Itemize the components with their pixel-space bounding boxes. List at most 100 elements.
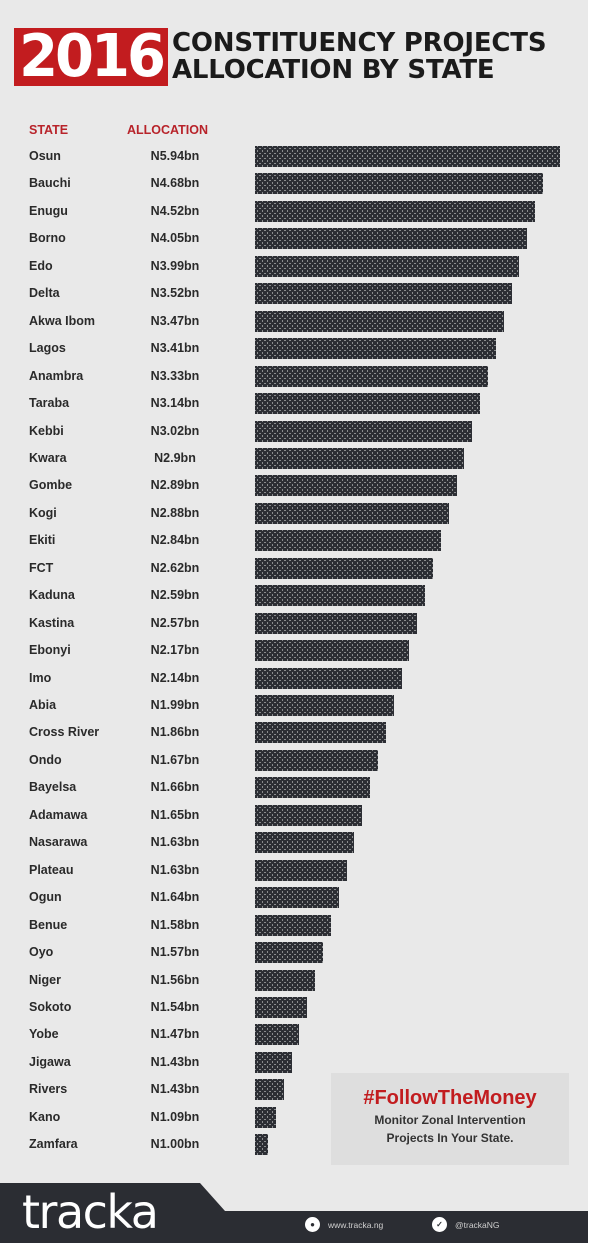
table-row: Adamawa N1.65bn — [0, 803, 588, 830]
allocation-value: N2.17bn — [150, 643, 200, 658]
table-row: Yobe N1.47bn — [0, 1022, 588, 1049]
allocation-bar — [255, 338, 496, 360]
allocation-value: N4.68bn — [150, 176, 200, 191]
state-name: Gombe — [29, 478, 73, 493]
footer-bar — [0, 1211, 588, 1243]
table-row: Gombe N2.89bn — [0, 473, 588, 500]
table-row: Sokoto N1.54bn — [0, 995, 588, 1022]
allocation-value: N1.86bn — [150, 725, 200, 740]
state-name: Bayelsa — [29, 780, 77, 795]
allocation-value: N1.47bn — [150, 1027, 200, 1042]
state-name: FCT — [29, 560, 54, 575]
table-row: Niger N1.56bn — [0, 968, 588, 995]
allocation-bar — [255, 640, 409, 662]
allocation-value: N1.09bn — [150, 1109, 200, 1124]
allocation-bar — [255, 283, 512, 305]
promo-box: #FollowTheMoney Monitor Zonal Interventi… — [331, 1073, 569, 1165]
state-name: Kaduna — [29, 588, 75, 603]
allocation-bar — [255, 310, 504, 332]
table-row: Delta N3.52bn — [0, 281, 588, 308]
allocation-bar — [255, 887, 339, 909]
allocation-bar — [255, 969, 315, 991]
table-row: Oyo N1.57bn — [0, 940, 588, 967]
state-name: Ebonyi — [29, 643, 71, 658]
allocation-value: N2.57bn — [150, 615, 200, 630]
allocation-bar — [255, 585, 425, 607]
allocation-value: N2.62bn — [150, 560, 200, 575]
allocation-value: N3.02bn — [150, 423, 200, 438]
allocation-value: N4.52bn — [150, 203, 200, 218]
table-row: Lagos N3.41bn — [0, 336, 588, 363]
allocation-bar — [255, 1079, 284, 1101]
table-row: Enugu N4.52bn — [0, 199, 588, 226]
state-name: Niger — [29, 972, 61, 987]
state-name: Adamawa — [29, 807, 88, 822]
state-name: Ekiti — [29, 533, 56, 548]
allocation-value: N1.43bn — [150, 1082, 200, 1097]
year-text: 2016 — [19, 22, 166, 91]
allocation-bar — [255, 996, 307, 1018]
allocation-bar — [255, 447, 464, 469]
table-row: Ogun N1.64bn — [0, 885, 588, 912]
website-link[interactable]: ● www.tracka.ng — [305, 1217, 383, 1232]
table-row: Kano N1.09bn — [0, 1105, 588, 1132]
state-name: Kogi — [29, 505, 57, 520]
allocation-bar — [255, 612, 417, 634]
allocation-bar — [255, 832, 354, 854]
table-row: Ekiti N2.84bn — [0, 528, 588, 555]
table-row: Kastina N2.57bn — [0, 611, 588, 638]
allocation-value: N3.41bn — [150, 341, 200, 356]
twitter-text: @trackaNG — [455, 1219, 500, 1230]
state-name: Delta — [29, 286, 60, 301]
allocation-bar — [255, 914, 331, 936]
allocation-value: N2.9bn — [154, 450, 196, 465]
table-row: Jigawa N1.43bn — [0, 1050, 588, 1077]
promo-hashtag: #FollowTheMoney — [363, 1087, 537, 1109]
state-name: Plateau — [29, 862, 74, 877]
state-name: Lagos — [29, 341, 66, 356]
state-name: Zamfara — [29, 1137, 78, 1152]
table-row: Imo N2.14bn — [0, 666, 588, 693]
state-name: Kano — [29, 1109, 61, 1124]
allocation-value: N1.58bn — [150, 917, 200, 932]
state-name: Ogun — [29, 890, 62, 905]
allocation-bar — [255, 557, 433, 579]
allocation-bar — [255, 804, 362, 826]
allocation-value: N1.99bn — [150, 698, 200, 712]
allocation-value: N1.66bn — [150, 780, 200, 795]
allocation-value: N2.88bn — [150, 505, 200, 520]
promo-line-1: Monitor Zonal Intervention — [374, 1113, 526, 1127]
allocation-value: N4.05bn — [150, 231, 200, 246]
allocation-value: N1.57bn — [150, 945, 200, 960]
allocation-bar — [255, 530, 441, 552]
state-name: Benue — [29, 917, 68, 932]
allocation-bar — [255, 1134, 268, 1156]
allocation-value: N2.84bn — [150, 533, 200, 548]
allocation-bar — [255, 667, 402, 689]
allocation-bar — [255, 228, 527, 250]
allocation-bar — [255, 502, 449, 524]
allocation-value: N1.64bn — [150, 890, 200, 905]
allocation-bar — [255, 695, 394, 716]
table-row: Rivers N1.43bn — [0, 1077, 588, 1104]
website-text: www.tracka.ng — [328, 1219, 384, 1230]
allocation-bar — [255, 749, 378, 771]
allocation-value: N1.00bn — [150, 1137, 200, 1152]
allocation-bar — [255, 859, 347, 881]
state-name: Edo — [29, 258, 53, 273]
allocation-value: N3.47bn — [150, 313, 200, 328]
allocation-value: N1.63bn — [150, 862, 200, 877]
state-name: Jigawa — [29, 1054, 71, 1069]
table-row: Plateau N1.63bn — [0, 858, 588, 885]
state-name: Rivers — [29, 1082, 68, 1097]
allocation-value: N5.94bn — [150, 149, 200, 163]
allocation-value: N1.63bn — [150, 835, 200, 850]
table-row: Ebonyi N2.17bn — [0, 638, 588, 665]
state-name: Osun — [29, 149, 61, 163]
allocation-value: N1.67bn — [150, 752, 200, 767]
state-name: Nasarawa — [29, 835, 88, 850]
state-name: Imo — [29, 670, 52, 685]
allocation-value: N1.54bn — [150, 999, 200, 1014]
state-name: Enugu — [29, 203, 68, 218]
twitter-link[interactable]: ✓ @trackaNG — [432, 1217, 500, 1232]
